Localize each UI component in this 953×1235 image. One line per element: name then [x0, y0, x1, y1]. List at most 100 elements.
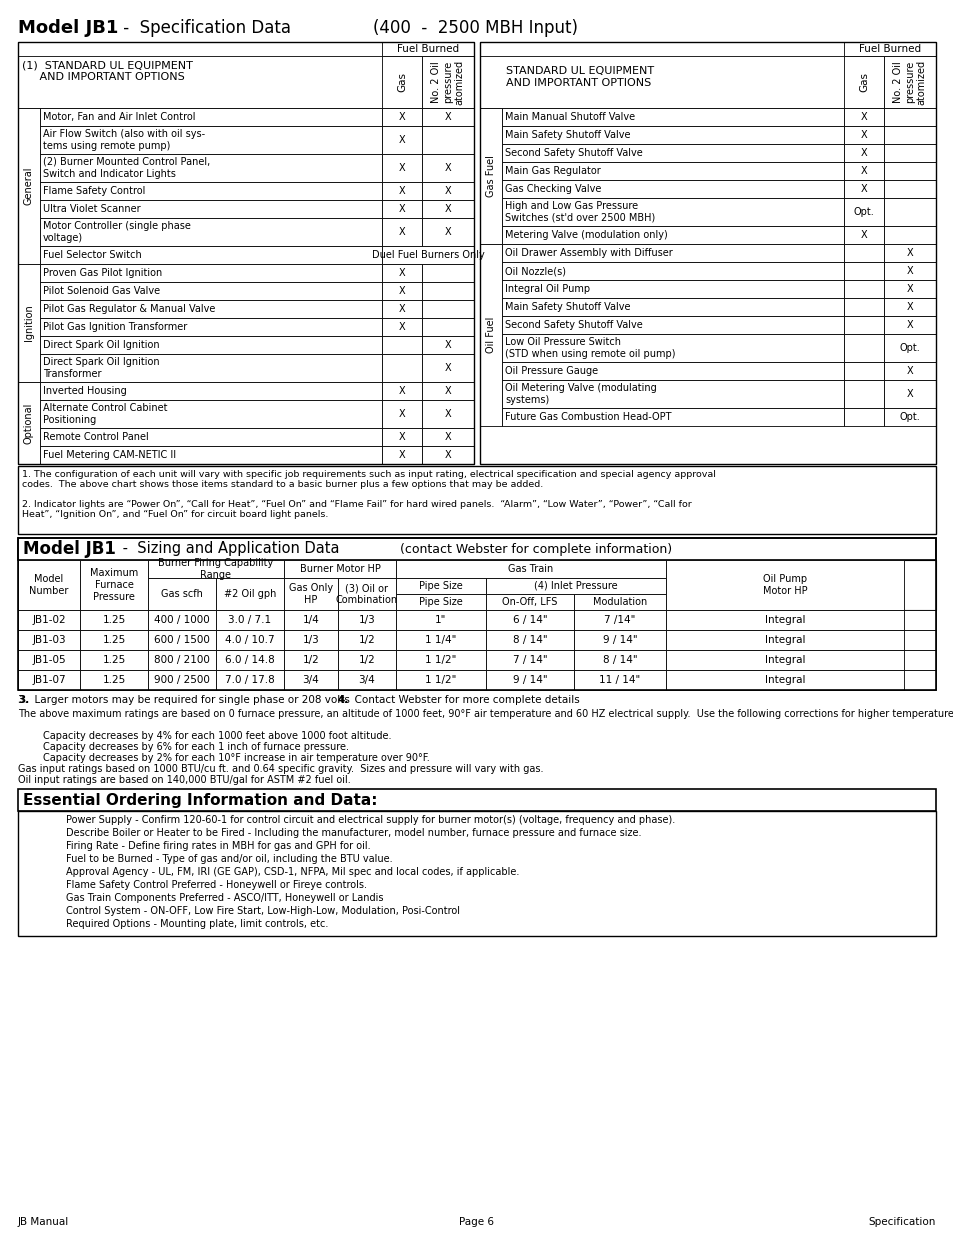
Text: Fuel to be Burned - Type of gas and/or oil, including the BTU value.: Fuel to be Burned - Type of gas and/or o… — [66, 853, 393, 864]
Bar — [381, 300, 421, 317]
Text: 11 / 14": 11 / 14" — [598, 676, 640, 685]
Text: 3/4: 3/4 — [302, 676, 319, 685]
Bar — [18, 559, 80, 610]
Bar — [18, 42, 474, 464]
Bar — [501, 226, 843, 245]
Text: JB1-07: JB1-07 — [32, 676, 66, 685]
Bar — [421, 336, 474, 354]
Text: 3/4: 3/4 — [358, 676, 375, 685]
Bar — [40, 336, 381, 354]
Text: Motor Controller (single phase: Motor Controller (single phase — [43, 221, 191, 231]
Text: Integral: Integral — [764, 615, 804, 625]
Bar — [421, 300, 474, 317]
Bar — [215, 610, 284, 630]
Bar — [843, 262, 883, 280]
Bar — [485, 610, 574, 630]
Bar — [501, 144, 843, 162]
Text: X: X — [398, 204, 405, 214]
Bar — [40, 429, 381, 446]
Text: Specification: Specification — [868, 1216, 935, 1228]
Bar — [40, 354, 381, 382]
Text: X: X — [444, 432, 451, 442]
Text: 6.0 / 14.8: 6.0 / 14.8 — [225, 655, 274, 664]
Bar — [40, 126, 381, 154]
Bar — [665, 610, 903, 630]
Text: Integral: Integral — [764, 635, 804, 645]
Bar — [883, 180, 935, 198]
Text: Required Options - Mounting plate, limit controls, etc.: Required Options - Mounting plate, limit… — [66, 919, 328, 929]
Text: (1)  STANDARD UL EQUIPMENT
     AND IMPORTANT OPTIONS: (1) STANDARD UL EQUIPMENT AND IMPORTANT … — [22, 61, 193, 82]
Bar — [883, 380, 935, 408]
Bar — [479, 107, 501, 245]
Bar — [18, 650, 935, 671]
Text: STANDARD UL EQUIPMENT
AND IMPORTANT OPTIONS: STANDARD UL EQUIPMENT AND IMPORTANT OPTI… — [505, 65, 654, 88]
Bar — [501, 198, 843, 226]
Text: 1.25: 1.25 — [102, 635, 126, 645]
Bar — [485, 578, 665, 594]
Text: 1.25: 1.25 — [102, 615, 126, 625]
Text: Maximum
Furnace
Pressure: Maximum Furnace Pressure — [90, 568, 138, 601]
Bar — [395, 671, 485, 690]
Text: Main Safety Shutoff Valve: Main Safety Shutoff Valve — [504, 303, 630, 312]
Bar — [421, 282, 474, 300]
Bar — [421, 317, 474, 336]
Bar — [381, 182, 421, 200]
Bar — [501, 162, 843, 180]
Text: Proven Gas Pilot Ignition: Proven Gas Pilot Ignition — [43, 268, 162, 278]
Text: Gas Train Components Preferred - ASCO/ITT, Honeywell or Landis: Gas Train Components Preferred - ASCO/IT… — [66, 893, 383, 903]
Text: X: X — [398, 112, 405, 122]
Bar — [284, 578, 337, 610]
Text: X: X — [905, 248, 912, 258]
Bar — [80, 630, 148, 650]
Text: 7 / 14": 7 / 14" — [512, 655, 547, 664]
Bar — [843, 333, 883, 362]
Text: Future Gas Combustion Head-OPT: Future Gas Combustion Head-OPT — [504, 412, 671, 422]
Bar — [485, 650, 574, 671]
Bar — [843, 380, 883, 408]
Text: No. 2 Oil
pressure
atomized: No. 2 Oil pressure atomized — [431, 59, 464, 105]
Bar — [18, 538, 935, 559]
Bar — [843, 126, 883, 144]
Text: 1/3: 1/3 — [302, 635, 319, 645]
Bar — [501, 107, 843, 126]
Text: X: X — [905, 284, 912, 294]
Bar — [215, 671, 284, 690]
Bar — [148, 671, 215, 690]
Text: X: X — [905, 303, 912, 312]
Bar — [883, 198, 935, 226]
Text: 4.  Contact Webster for more complete details: 4. Contact Webster for more complete det… — [337, 695, 579, 705]
Bar — [843, 226, 883, 245]
Bar — [148, 630, 215, 650]
Text: X: X — [398, 304, 405, 314]
Text: Gas scfh: Gas scfh — [161, 589, 203, 599]
Text: 9 / 14": 9 / 14" — [512, 676, 547, 685]
Text: Gas Only
HP: Gas Only HP — [289, 583, 333, 605]
Text: X: X — [905, 320, 912, 330]
Text: The above maximum ratings are based on 0 furnace pressure, an altitude of 1000 f: The above maximum ratings are based on 0… — [18, 709, 953, 719]
Bar — [18, 650, 80, 671]
Text: Switch and Indicator Lights: Switch and Indicator Lights — [43, 169, 175, 179]
Bar — [501, 180, 843, 198]
Bar — [574, 630, 665, 650]
Text: 6 / 14": 6 / 14" — [512, 615, 547, 625]
Bar — [337, 610, 395, 630]
Bar — [381, 56, 421, 107]
Text: On-Off, LFS: On-Off, LFS — [502, 597, 558, 606]
Bar — [665, 671, 903, 690]
Bar — [421, 400, 474, 429]
Text: X: X — [905, 389, 912, 399]
Text: Fuel Burned: Fuel Burned — [858, 44, 920, 54]
Bar — [80, 559, 148, 610]
Bar — [337, 630, 395, 650]
Text: Ultra Violet Scanner: Ultra Violet Scanner — [43, 204, 140, 214]
Bar — [843, 144, 883, 162]
Text: X: X — [444, 409, 451, 419]
Bar — [501, 245, 843, 262]
Bar — [501, 408, 843, 426]
Bar — [421, 382, 474, 400]
Bar — [381, 154, 421, 182]
Bar — [18, 630, 80, 650]
Text: X: X — [398, 322, 405, 332]
Bar — [18, 264, 40, 382]
Bar — [381, 219, 421, 246]
